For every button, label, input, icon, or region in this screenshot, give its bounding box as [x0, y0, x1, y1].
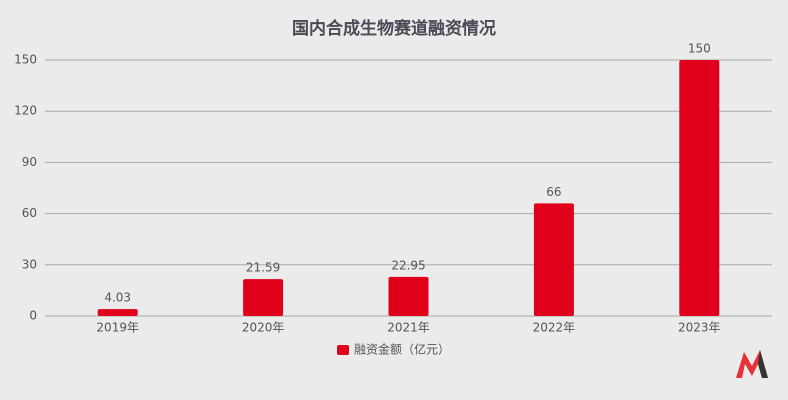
- bar: [243, 279, 284, 316]
- bar: [388, 276, 429, 316]
- logo: [736, 350, 768, 378]
- logo-mark-dark: [758, 350, 768, 378]
- bar: [533, 203, 574, 316]
- data-label: 21.59: [246, 261, 280, 275]
- data-label: 22.95: [391, 258, 425, 272]
- data-label: 66: [546, 185, 561, 199]
- x-tick-label: 2020年: [242, 321, 285, 335]
- data-label: 150: [688, 42, 711, 56]
- y-tick-label: 150: [14, 53, 37, 67]
- bar: [97, 309, 138, 316]
- x-tick-label: 2019年: [96, 321, 139, 335]
- x-tick-label: 2021年: [387, 321, 430, 335]
- data-label: 4.03: [104, 291, 131, 305]
- y-tick-label: 0: [29, 309, 37, 323]
- x-tick-label: 2023年: [678, 321, 721, 335]
- y-tick-label: 30: [22, 257, 37, 271]
- y-tick-label: 90: [22, 155, 37, 169]
- x-tick-label: 2022年: [533, 321, 576, 335]
- chart-title: 国内合成生物赛道融资情况: [292, 18, 496, 39]
- bar: [679, 60, 720, 316]
- y-tick-label: 60: [22, 206, 37, 220]
- y-tick-label: 120: [14, 104, 37, 118]
- legend-swatch: [337, 345, 349, 355]
- legend-label: 融资金额（亿元）: [354, 342, 450, 357]
